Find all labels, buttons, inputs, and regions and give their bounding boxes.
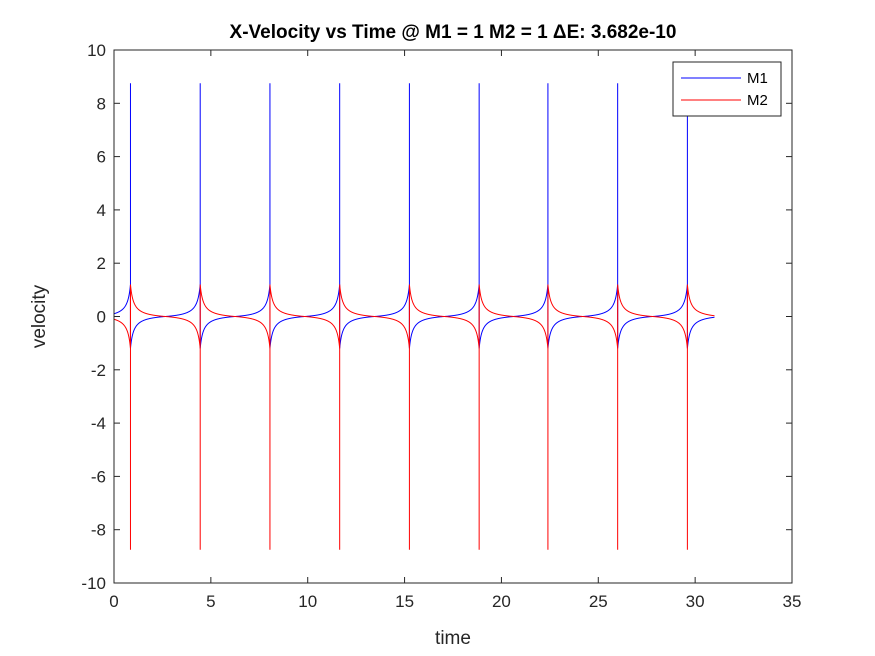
- y-tick-label: 0: [97, 308, 106, 327]
- x-tick-label: 5: [206, 592, 215, 611]
- x-axis-label: time: [435, 628, 471, 649]
- x-tick-label: 35: [783, 592, 802, 611]
- axes-box: [113, 49, 793, 584]
- y-tick-label: -2: [91, 361, 106, 380]
- y-tick-label: 8: [97, 94, 106, 113]
- series-layer: [113, 83, 715, 550]
- legend-box: [672, 61, 782, 117]
- y-tick-label: -8: [91, 521, 106, 540]
- y-tick-label: 10: [87, 41, 106, 60]
- legend-label-m1: M1: [747, 70, 768, 87]
- y-tick-label: -6: [91, 467, 106, 486]
- y-tick-label: 4: [97, 201, 106, 220]
- y-tick-label: -10: [81, 574, 106, 593]
- y-axis-label: velocity: [29, 284, 50, 348]
- x-tick-label: 0: [109, 592, 118, 611]
- y-tick-label: 6: [97, 148, 106, 167]
- series-line-m1: [113, 83, 715, 349]
- series-line-m2: [113, 284, 715, 550]
- axis-ticks: 0 5 10 15 20 25 30 35 -10 -8 -6 -4 -2 0 2 4 6 8 10: [81, 41, 801, 611]
- x-tick-label: 25: [589, 592, 608, 611]
- x-tick-label: 30: [686, 592, 705, 611]
- x-tick-label: 20: [492, 592, 511, 611]
- chart-title: X-Velocity vs Time @ M1 = 1 M2 = 1 ΔE: 3…: [230, 22, 677, 43]
- x-tick-label: 15: [395, 592, 414, 611]
- x-tick-label: 10: [298, 592, 317, 611]
- legend-label-m2: M2: [747, 92, 768, 109]
- y-tick-label: 2: [97, 254, 106, 273]
- y-tick-label: -4: [91, 414, 106, 433]
